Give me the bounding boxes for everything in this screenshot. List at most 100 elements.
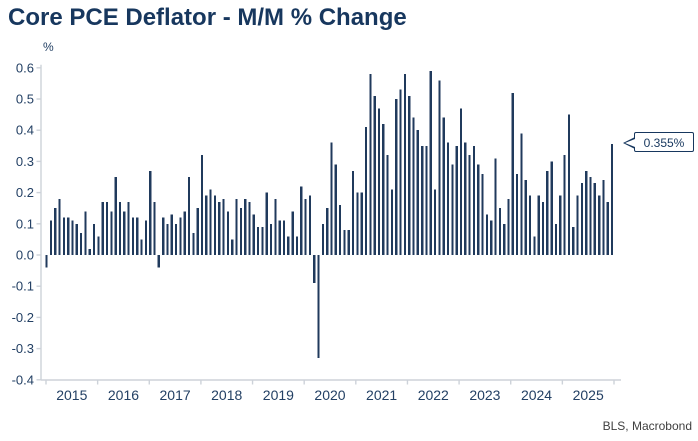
y-tick-label: 0.2	[16, 185, 34, 200]
bar	[291, 211, 294, 255]
bar	[459, 108, 463, 255]
bar	[278, 220, 281, 255]
bar	[464, 142, 467, 255]
y-tick-label: 0.1	[16, 216, 34, 231]
bar	[166, 223, 169, 255]
bar	[567, 114, 571, 255]
bar	[153, 201, 156, 255]
bar	[114, 177, 117, 255]
y-tick-label: -0.1	[12, 279, 34, 294]
last-value-label: 0.355%	[643, 136, 685, 150]
bar	[438, 80, 441, 255]
bar	[92, 223, 96, 255]
y-tick-label: -0.2	[12, 310, 34, 325]
bar	[269, 223, 273, 255]
bar	[434, 189, 437, 255]
bar	[183, 211, 186, 255]
bar	[295, 236, 299, 255]
bar	[265, 192, 268, 255]
bar	[399, 89, 402, 255]
bar	[472, 145, 476, 255]
bar	[80, 233, 83, 255]
bar	[200, 155, 204, 255]
bar	[226, 211, 230, 255]
bar	[611, 144, 614, 255]
bar	[416, 130, 419, 255]
bar	[235, 198, 238, 255]
x-year-label: 2017	[160, 387, 191, 403]
bar	[179, 217, 182, 255]
bar	[313, 255, 316, 284]
bar	[330, 142, 333, 255]
bar	[528, 195, 532, 255]
bar	[88, 248, 91, 255]
x-year-label: 2022	[418, 387, 449, 403]
bar	[412, 117, 415, 255]
bar	[546, 170, 549, 255]
bar	[351, 170, 355, 255]
bar	[105, 201, 109, 255]
bar	[550, 161, 553, 255]
bar	[231, 239, 234, 255]
bar	[390, 189, 394, 255]
bar	[395, 99, 398, 255]
x-year-label: 2018	[211, 387, 242, 403]
bar	[49, 220, 53, 255]
bar	[403, 74, 406, 255]
bar	[537, 195, 540, 255]
bar	[187, 177, 191, 255]
x-year-label: 2024	[521, 387, 552, 403]
bar	[339, 205, 342, 255]
bar	[408, 95, 411, 255]
bar	[205, 195, 208, 255]
bar	[442, 117, 445, 255]
x-year-label: 2020	[314, 387, 345, 403]
bar	[127, 201, 130, 255]
bar	[304, 198, 307, 255]
bar	[494, 158, 497, 255]
x-year-label: 2015	[56, 387, 87, 403]
bar	[507, 198, 510, 255]
x-year-label: 2016	[108, 387, 139, 403]
bar	[239, 208, 242, 255]
x-year-label: 2021	[366, 387, 397, 403]
bar	[382, 123, 385, 256]
y-tick-label: 0.0	[16, 248, 34, 263]
bar	[71, 220, 74, 255]
bar	[490, 220, 493, 255]
bar	[477, 164, 480, 255]
bar	[559, 195, 562, 255]
y-tick-label: 0.3	[16, 154, 34, 169]
bar	[149, 170, 152, 255]
bar	[576, 195, 579, 255]
bar	[222, 198, 225, 255]
bar	[213, 195, 217, 255]
bar	[425, 145, 428, 255]
chart-title: Core PCE Deflator - M/M % Change	[8, 4, 407, 31]
y-tick-label: 0.6	[16, 60, 34, 75]
bar	[170, 214, 173, 255]
bar	[533, 236, 536, 255]
bar	[252, 214, 255, 255]
bar	[110, 211, 113, 255]
bar	[386, 155, 389, 255]
bar	[481, 173, 484, 255]
bar	[45, 255, 48, 268]
bar	[209, 189, 212, 255]
bar	[317, 255, 320, 358]
bar	[300, 186, 303, 255]
bar	[321, 223, 324, 255]
bar	[593, 183, 596, 255]
bar	[598, 195, 601, 255]
bar	[516, 173, 519, 255]
bar	[118, 201, 122, 255]
bar	[511, 92, 514, 255]
bar	[334, 164, 337, 255]
bar	[157, 255, 160, 268]
bar	[589, 177, 592, 255]
bar	[196, 208, 199, 255]
bar	[162, 217, 165, 255]
bar	[218, 201, 221, 255]
callout-arrow-icon	[625, 138, 635, 147]
